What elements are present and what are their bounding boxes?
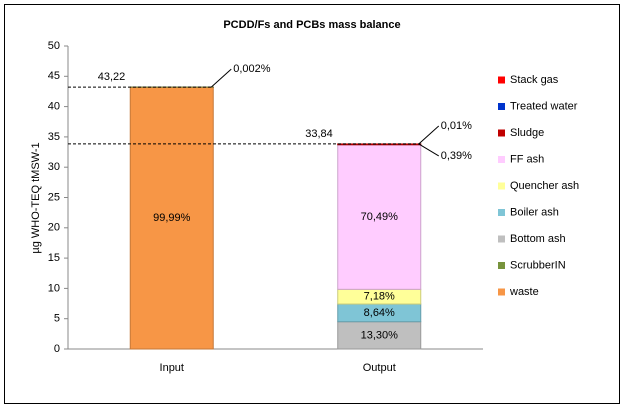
bar-segment — [337, 321, 422, 350]
legend-label: waste — [509, 286, 539, 298]
y-tick-label: 45 — [48, 70, 60, 82]
y-tick-label: 35 — [48, 131, 60, 143]
total-label: 33,84 — [305, 128, 333, 140]
legend-label: Stack gas — [510, 74, 559, 86]
data-label: 0,39% — [441, 150, 472, 162]
y-tick-label: 50 — [48, 40, 60, 52]
total-label: 43,22 — [98, 71, 126, 83]
chart-border — [4, 4, 620, 404]
legend-swatch — [498, 262, 505, 269]
legend-label: Treated water — [510, 100, 578, 112]
chart-title: PCDD/Fs and PCBs mass balance — [223, 19, 400, 31]
legend-label: ScrubberIN — [510, 259, 566, 271]
y-tick-label: 0 — [54, 343, 60, 355]
x-tick-label: Output — [363, 362, 396, 374]
data-label: 7,18% — [364, 291, 395, 303]
legend-swatch — [498, 156, 505, 163]
legend-label: Boiler ash — [510, 206, 559, 218]
legend-label: Quencher ash — [510, 180, 579, 192]
legend-swatch — [498, 288, 505, 296]
y-tick-label: 5 — [54, 313, 60, 325]
data-label: 0,01% — [441, 120, 472, 132]
data-label: 70,49% — [361, 211, 399, 223]
y-tick-label: 25 — [48, 191, 60, 203]
data-label: 13,30% — [361, 329, 399, 341]
legend-swatch — [498, 76, 505, 84]
y-tick-label: 15 — [48, 252, 60, 264]
legend-label: Bottom ash — [510, 233, 566, 245]
legend-swatch — [498, 209, 505, 216]
data-label: 99,99% — [153, 212, 191, 224]
bar-segment — [129, 86, 214, 350]
data-label: 0,002% — [233, 63, 271, 75]
y-tick-label: 10 — [48, 282, 60, 294]
y-axis-label: µg WHO-TEQ tMSW-1 — [30, 142, 42, 253]
legend-swatch — [498, 103, 505, 110]
data-label: 8,64% — [364, 307, 395, 319]
y-tick-label: 30 — [48, 161, 60, 173]
legend-swatch — [498, 182, 505, 190]
legend-swatch — [498, 129, 505, 137]
y-tick-label: 40 — [48, 101, 60, 113]
legend-label: FF ash — [510, 153, 544, 165]
leader-line — [418, 125, 440, 145]
legend-swatch — [498, 235, 505, 243]
y-tick-label: 20 — [48, 222, 60, 234]
legend-label: Sludge — [510, 127, 544, 139]
leader-line — [418, 143, 440, 157]
bar-segment — [337, 144, 422, 290]
x-tick-label: Input — [160, 362, 184, 374]
leader-line — [210, 68, 232, 88]
